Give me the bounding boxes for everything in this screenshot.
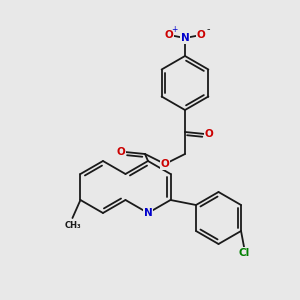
Text: +: +	[171, 25, 177, 34]
Text: CH₃: CH₃	[64, 221, 81, 230]
Text: O: O	[205, 129, 213, 139]
Text: -: -	[206, 24, 210, 34]
Text: O: O	[117, 147, 125, 157]
Text: N: N	[144, 208, 152, 218]
Text: O: O	[165, 30, 173, 40]
Text: Cl: Cl	[238, 248, 250, 258]
Text: O: O	[160, 159, 169, 169]
Text: N: N	[181, 33, 189, 43]
Text: O: O	[196, 30, 206, 40]
